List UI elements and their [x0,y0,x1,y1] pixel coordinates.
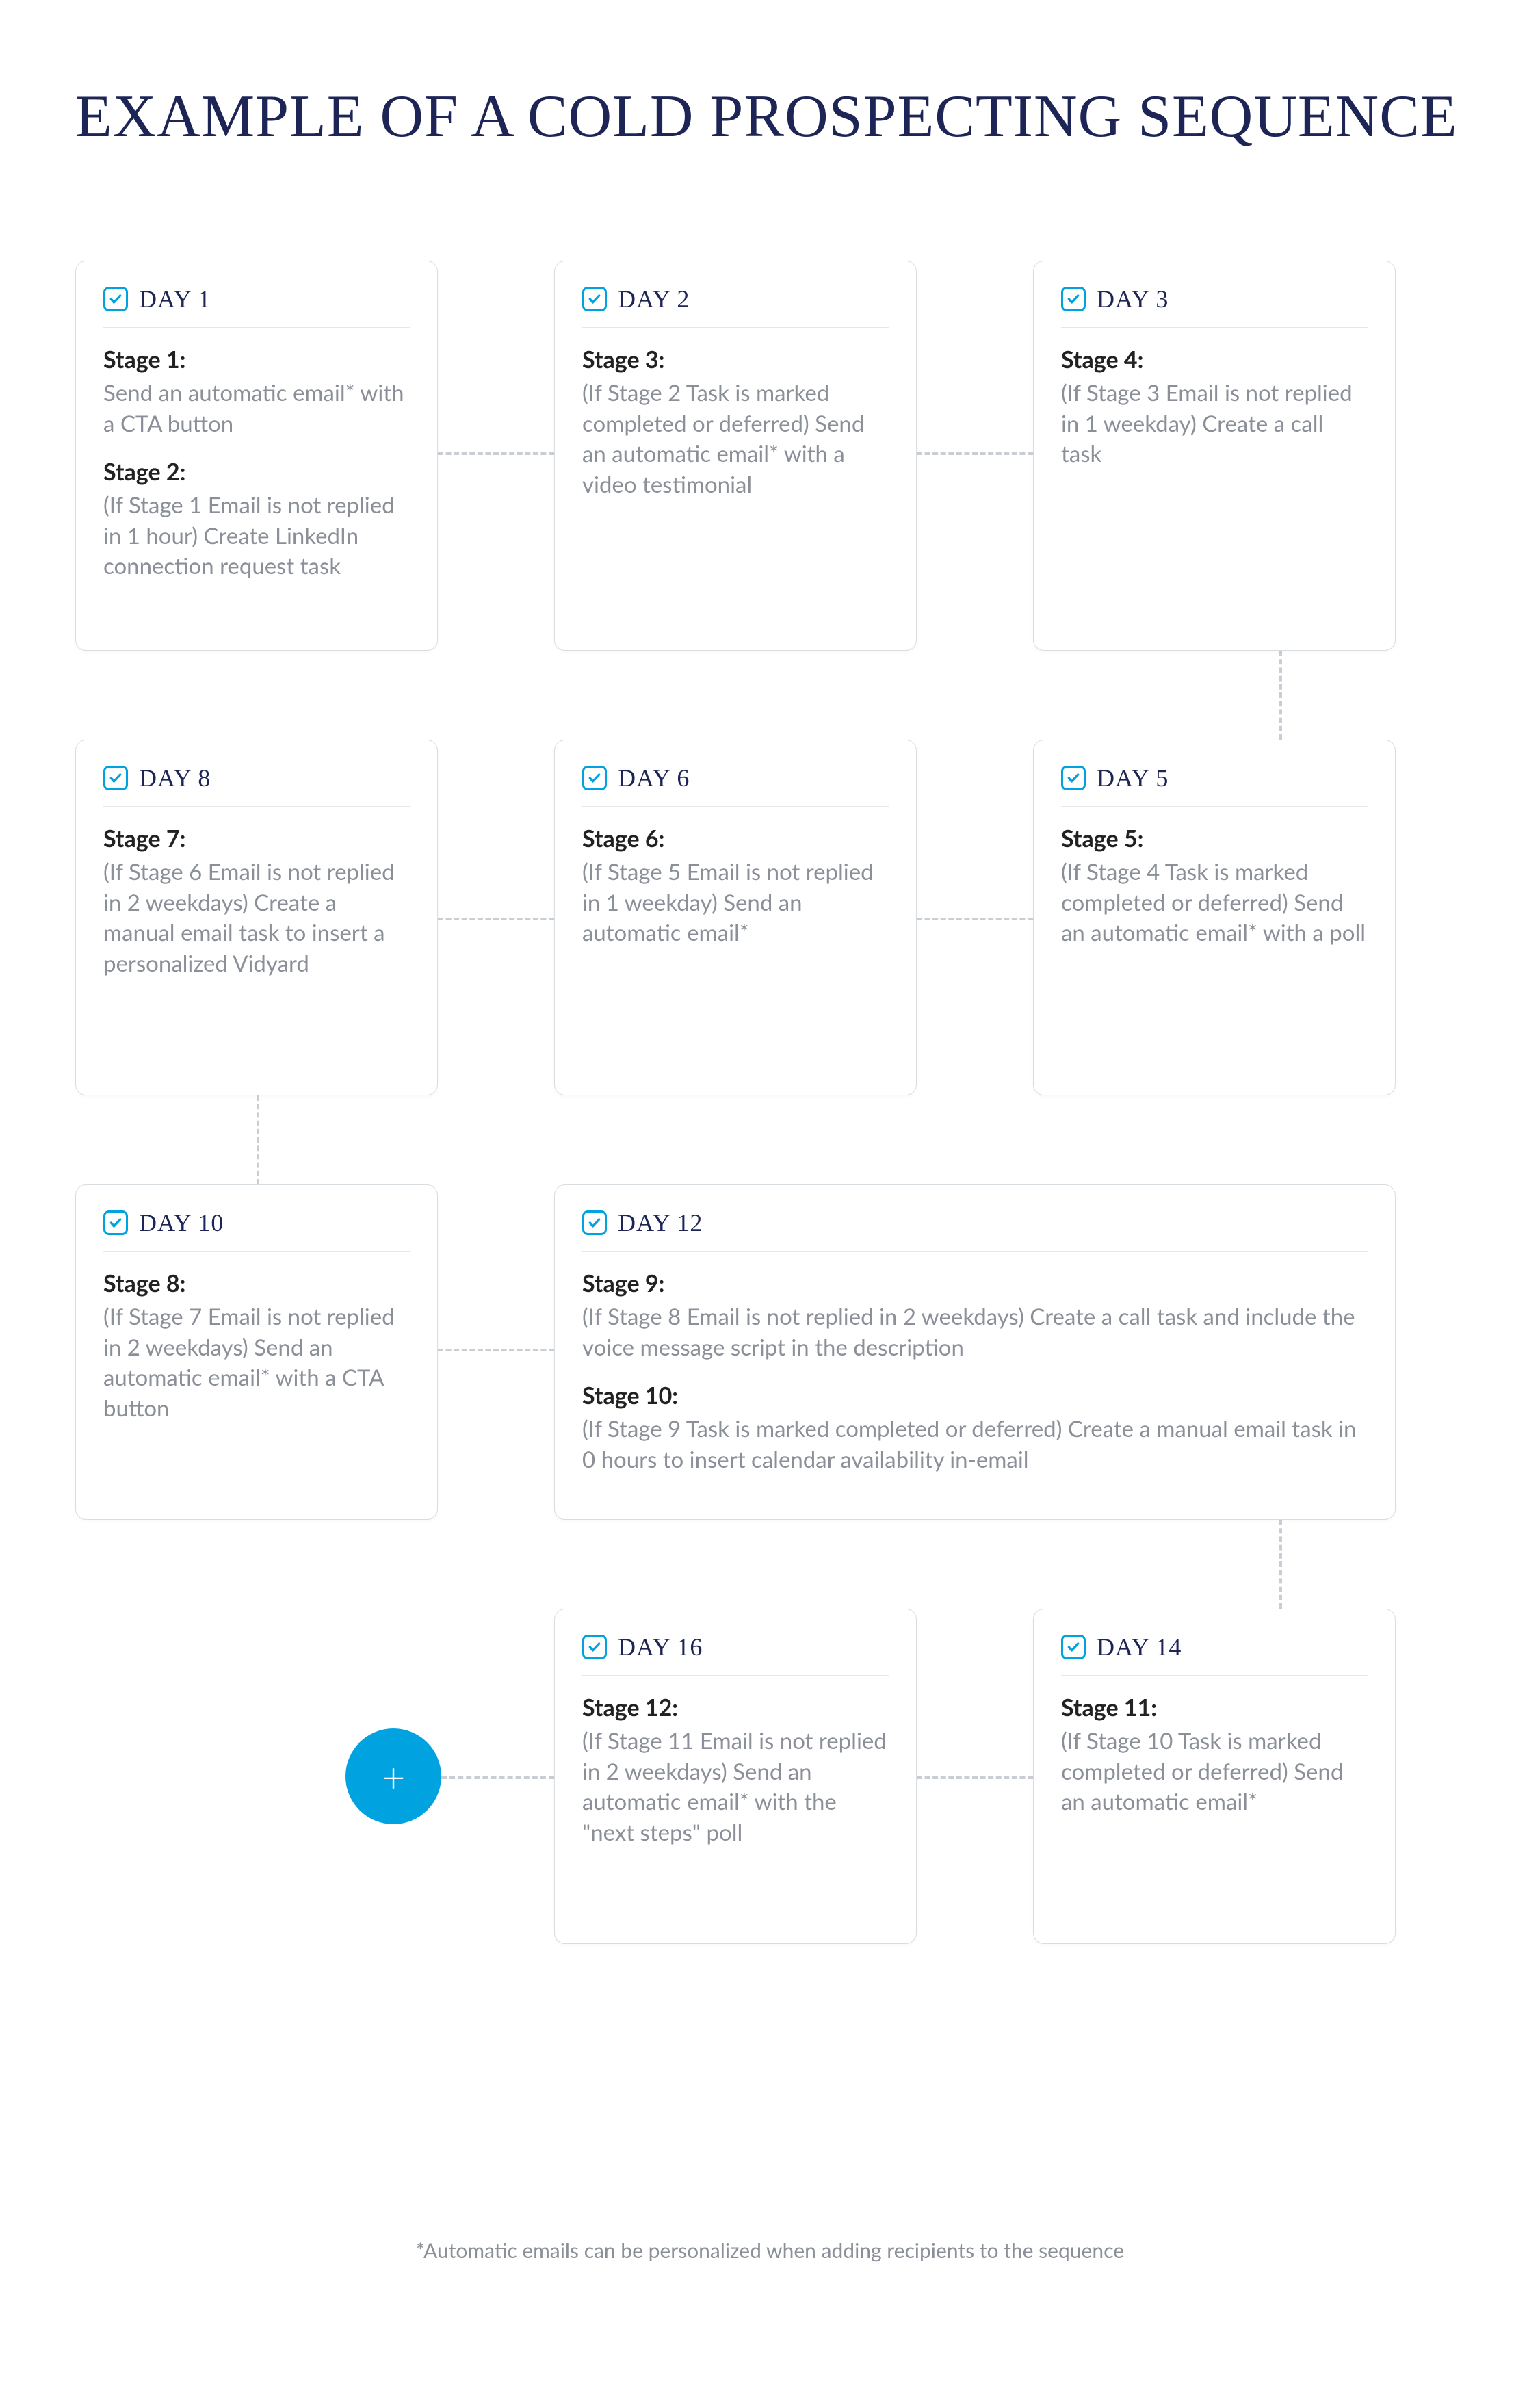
day-label: DAY 5 [1097,764,1169,792]
day-label: DAY 3 [1097,285,1169,313]
footnote: *Automatic emails can be personalized wh… [75,2238,1465,2263]
connector [257,1095,259,1184]
day-label: DAY 1 [139,285,211,313]
stage-block: Stage 5: (If Stage 4 Task is marked compl… [1061,825,1368,948]
plus-icon: + [382,1752,406,1801]
stage-description: (If Stage 4 Task is marked completed or … [1061,857,1368,948]
stage-block: Stage 4: (If Stage 3 Email is not replied… [1061,346,1368,469]
connector [441,1776,554,1779]
stage-title: Stage 5: [1061,825,1368,853]
day-card-day12: DAY 12 Stage 9: (If Stage 8 Email is not r… [554,1184,1396,1520]
stage-title: Stage 10: [582,1382,1368,1410]
stage-description: (If Stage 9 Task is marked completed or … [582,1414,1368,1475]
card-header: DAY 6 [582,764,889,807]
add-step-button[interactable]: + [345,1728,441,1824]
check-icon [103,1210,128,1235]
stage-block: Stage 3: (If Stage 2 Task is marked compl… [582,346,889,500]
stage-block: Stage 12: (If Stage 11 Email is not repli… [582,1694,889,1847]
card-header: DAY 10 [103,1208,410,1252]
day-card-day5: DAY 5 Stage 5: (If Stage 4 Task is marked … [1033,740,1396,1095]
check-icon [582,287,607,311]
day-card-day2: DAY 2 Stage 3: (If Stage 2 Task is marked … [554,261,917,651]
day-card-day16: DAY 16 Stage 12: (If Stage 11 Email is not… [554,1609,917,1944]
stage-block: Stage 1: Send an automatic email* with a … [103,346,410,439]
stage-description: Send an automatic email* with a CTA butt… [103,378,410,439]
card-header: DAY 12 [582,1208,1368,1252]
stage-description: (If Stage 1 Email is not replied in 1 ho… [103,490,410,582]
stage-title: Stage 11: [1061,1694,1368,1722]
connector [438,918,554,920]
stage-description: (If Stage 3 Email is not replied in 1 we… [1061,378,1368,469]
day-label: DAY 6 [618,764,690,792]
check-icon [582,1210,607,1235]
check-icon [1061,766,1086,790]
card-header: DAY 14 [1061,1633,1368,1676]
check-icon [1061,1635,1086,1659]
day-label: DAY 12 [618,1208,703,1237]
stage-block: Stage 10: (If Stage 9 Task is marked comp… [582,1382,1368,1475]
day-label: DAY 16 [618,1633,703,1661]
card-header: DAY 1 [103,285,410,328]
stage-title: Stage 8: [103,1269,410,1297]
stage-title: Stage 2: [103,458,410,486]
card-header: DAY 16 [582,1633,889,1676]
day-card-day6: DAY 6 Stage 6: (If Stage 5 Email is not re… [554,740,917,1095]
stage-block: Stage 9: (If Stage 8 Email is not replied… [582,1269,1368,1362]
stage-block: Stage 8: (If Stage 7 Email is not replied… [103,1269,410,1423]
day-label: DAY 10 [139,1208,224,1237]
stage-description: (If Stage 8 Email is not replied in 2 we… [582,1301,1368,1362]
stage-description: (If Stage 7 Email is not replied in 2 we… [103,1301,410,1423]
day-card-day3: DAY 3 Stage 4: (If Stage 3 Email is not re… [1033,261,1396,651]
connector [1279,651,1282,740]
day-label: DAY 8 [139,764,211,792]
page-title: EXAMPLE OF A COLD PROSPECTING SEQUENCE [75,82,1465,151]
day-card-day14: DAY 14 Stage 11: (If Stage 10 Task is mark… [1033,1609,1396,1944]
connector [917,1776,1033,1779]
day-label: DAY 2 [618,285,690,313]
flow-canvas: DAY 1 Stage 1: Send an automatic email* wi… [75,261,1464,2197]
connector [917,918,1033,920]
check-icon [103,766,128,790]
stage-title: Stage 6: [582,825,889,853]
stage-title: Stage 1: [103,346,410,374]
stage-description: (If Stage 5 Email is not replied in 1 we… [582,857,889,948]
day-card-day8: DAY 8 Stage 7: (If Stage 6 Email is not re… [75,740,438,1095]
check-icon [582,766,607,790]
stage-title: Stage 4: [1061,346,1368,374]
stage-block: Stage 6: (If Stage 5 Email is not replied… [582,825,889,948]
connector [917,452,1033,455]
stage-title: Stage 12: [582,1694,889,1722]
check-icon [103,287,128,311]
card-header: DAY 5 [1061,764,1368,807]
stage-block: Stage 7: (If Stage 6 Email is not replied… [103,825,410,978]
day-label: DAY 14 [1097,1633,1182,1661]
day-card-day10: DAY 10 Stage 8: (If Stage 7 Email is not r… [75,1184,438,1520]
connector [438,1349,554,1351]
stage-block: Stage 11: (If Stage 10 Task is marked com… [1061,1694,1368,1817]
stage-description: (If Stage 11 Email is not replied in 2 w… [582,1726,889,1847]
stage-description: (If Stage 2 Task is marked completed or … [582,378,889,500]
stage-block: Stage 2: (If Stage 1 Email is not replied… [103,458,410,582]
stage-title: Stage 9: [582,1269,1368,1297]
check-icon [582,1635,607,1659]
stage-description: (If Stage 10 Task is marked completed or… [1061,1726,1368,1817]
stage-title: Stage 7: [103,825,410,853]
connector [1279,1520,1282,1609]
connector [438,452,554,455]
stage-description: (If Stage 6 Email is not replied in 2 we… [103,857,410,978]
day-card-day1: DAY 1 Stage 1: Send an automatic email* wi… [75,261,438,651]
stage-title: Stage 3: [582,346,889,374]
card-header: DAY 2 [582,285,889,328]
card-header: DAY 8 [103,764,410,807]
check-icon [1061,287,1086,311]
card-header: DAY 3 [1061,285,1368,328]
